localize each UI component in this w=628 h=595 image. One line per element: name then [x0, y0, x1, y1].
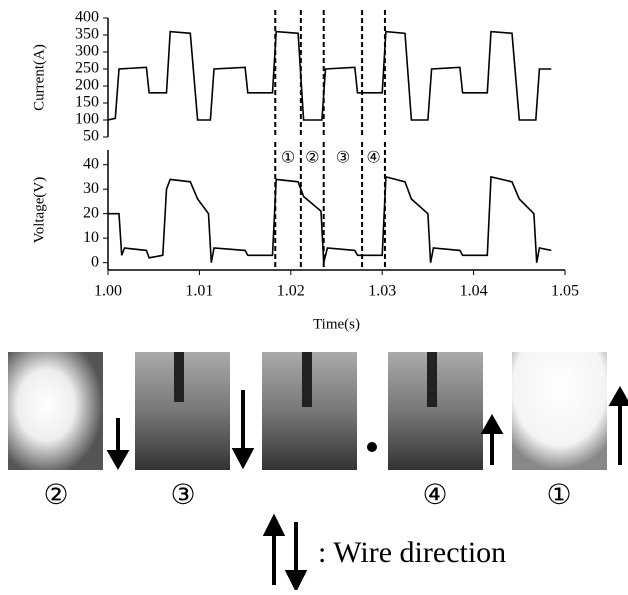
x-tick-label: 1.05: [551, 283, 579, 300]
dot: [367, 442, 377, 452]
y-tick-label: 150: [75, 94, 99, 111]
x-tick-label: 1.03: [368, 283, 396, 300]
photo-label: ④: [422, 478, 447, 511]
x-tick-label: 1.04: [460, 283, 488, 300]
legend-text: : Wire direction: [318, 536, 506, 569]
arrow-head: [608, 385, 628, 406]
y-tick-label: 400: [75, 9, 99, 26]
photos: [8, 352, 607, 470]
y-tick-label: 200: [75, 77, 99, 94]
y-axis-label: Current(A): [31, 44, 47, 111]
phase-label: ③: [336, 148, 350, 167]
arrow-head: [262, 513, 286, 536]
data-line: [108, 175, 552, 263]
photo-label: ①: [546, 478, 571, 511]
y-axis-label: Voltage(V): [31, 177, 47, 243]
y-tick-label: 20: [83, 204, 99, 221]
x-tick-label: 1.02: [277, 283, 305, 300]
y-tick-label: 0: [91, 253, 99, 270]
x-tick-label: 1.01: [185, 283, 213, 300]
photo-label: ③: [170, 478, 195, 511]
photo-label: ②: [43, 478, 68, 511]
arrow-head: [480, 413, 504, 434]
phase-label: ④: [366, 148, 380, 167]
arrow-head: [106, 450, 130, 471]
wire: [174, 352, 184, 402]
y-tick-label: 250: [75, 60, 99, 77]
arrow-head: [284, 570, 308, 593]
arrow-head: [231, 448, 255, 470]
x-axis-label: Time(s): [313, 316, 360, 332]
y-tick-label: 100: [75, 111, 99, 128]
photo: [8, 352, 103, 470]
y-tick-label: 40: [83, 155, 99, 172]
phase-label: ①: [281, 148, 295, 167]
wire: [427, 352, 437, 407]
data-line: [107, 30, 552, 121]
y-tick-label: 300: [75, 43, 99, 60]
photo: [512, 352, 607, 470]
y-tick-label: 50: [83, 128, 99, 145]
x-tick-label: 1.00: [94, 283, 122, 300]
y-tick-label: 10: [83, 229, 99, 246]
wire: [302, 352, 312, 407]
y-tick-label: 350: [75, 26, 99, 43]
arrows: [106, 385, 628, 593]
y-tick-label: 30: [83, 180, 99, 197]
phase-label: ②: [305, 148, 319, 167]
